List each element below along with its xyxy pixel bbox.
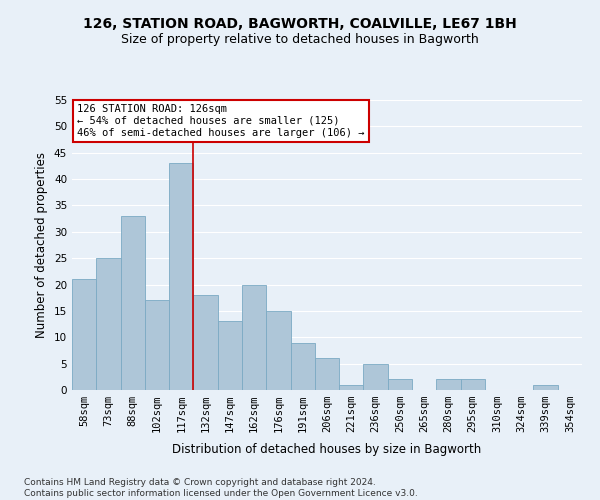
Bar [121,216,145,390]
Bar [290,342,315,390]
Bar [266,311,290,390]
Bar [533,384,558,390]
Bar [72,280,96,390]
Bar [315,358,339,390]
Y-axis label: Number of detached properties: Number of detached properties [35,152,49,338]
Bar [461,380,485,390]
Bar [364,364,388,390]
Text: Distribution of detached houses by size in Bagworth: Distribution of detached houses by size … [172,442,482,456]
Bar [96,258,121,390]
Bar [242,284,266,390]
Bar [193,295,218,390]
Text: 126, STATION ROAD, BAGWORTH, COALVILLE, LE67 1BH: 126, STATION ROAD, BAGWORTH, COALVILLE, … [83,18,517,32]
Bar [145,300,169,390]
Text: 126 STATION ROAD: 126sqm
← 54% of detached houses are smaller (125)
46% of semi-: 126 STATION ROAD: 126sqm ← 54% of detach… [77,104,365,138]
Text: Contains HM Land Registry data © Crown copyright and database right 2024.
Contai: Contains HM Land Registry data © Crown c… [24,478,418,498]
Text: Size of property relative to detached houses in Bagworth: Size of property relative to detached ho… [121,32,479,46]
Bar [388,380,412,390]
Bar [218,322,242,390]
Bar [339,384,364,390]
Bar [169,164,193,390]
Bar [436,380,461,390]
